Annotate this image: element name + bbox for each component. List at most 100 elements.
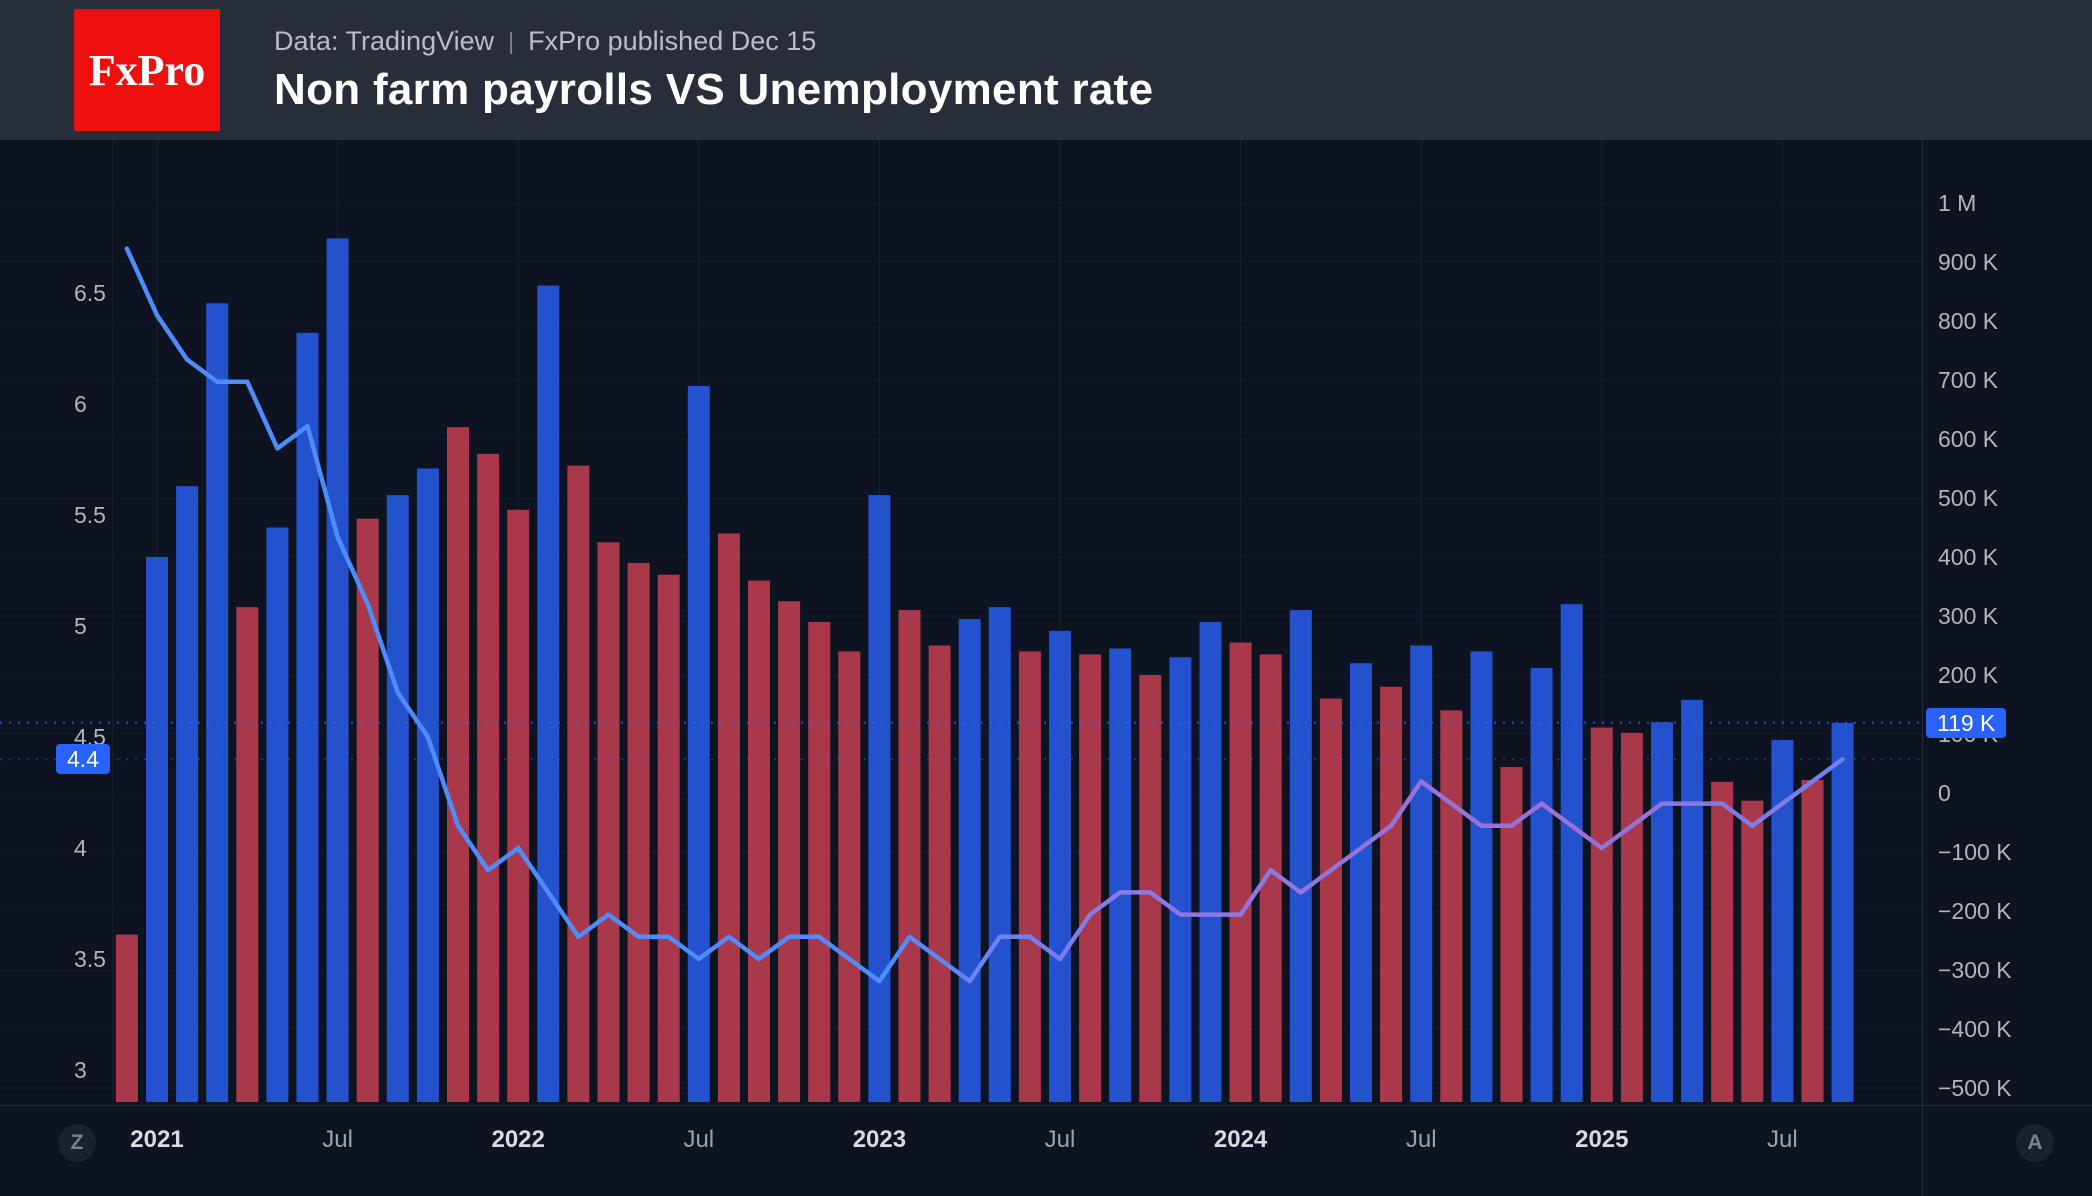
nfp-bar-2025-02 [1620,732,1643,1102]
nfp-bar-2020-12 [115,934,138,1102]
nfp-bar-2023-01 [868,495,891,1103]
nfp-bar-2022-10 [778,601,801,1103]
nfp-bar-2024-03 [1289,610,1312,1102]
nfp-bar-2021-09 [386,495,409,1103]
right-axis-tick-800: 800 K [1938,308,1999,334]
nfp-bar-2023-11 [1169,657,1192,1102]
nfp-last-value-badge: 119 K [1926,708,2007,738]
nfp-bar-2021-06 [296,332,319,1102]
nfp-bar-2025-01 [1590,727,1613,1102]
right-axis-tick--500: −500 K [1938,1075,2012,1101]
nfp-bar-2022-11 [808,621,831,1102]
nfp-bar-2025-06 [1741,800,1764,1102]
right-axis-tick--400: −400 K [1938,1016,2012,1042]
left-axis-tick-6.5: 6.5 [74,280,106,306]
nfp-bar-2021-10 [416,468,439,1102]
time-axis-tick-Jul-9: Jul [1767,1126,1798,1153]
nfp-bar-2025-05 [1711,781,1734,1102]
nfp-bar-2021-07 [326,238,349,1102]
auto-scale-button[interactable]: A [2016,1124,2054,1162]
nfp-bar-2022-01 [507,509,530,1102]
nfp-bar-2023-02 [898,610,921,1102]
nfp-bar-2022-09 [748,580,770,1102]
time-axis-tick-2025-8: 2025 [1575,1126,1629,1153]
left-axis-tick-4: 4 [74,835,87,861]
page-title: Non farm payrolls VS Unemployment rate [274,64,1154,114]
nfp-bar-2022-08 [717,533,740,1102]
time-axis-tick-2023-4: 2023 [852,1126,907,1153]
nfp-bar-2024-10 [1500,767,1523,1102]
right-axis-tick-700: 700 K [1938,367,1999,393]
nfp-bar-2025-09 [1831,722,1854,1102]
nfp-bar-2023-05 [988,607,1011,1102]
time-axis-tick-Jul-5: Jul [1044,1126,1076,1153]
time-axis-tick-Jul-1: Jul [322,1126,353,1153]
time-axis-tick-Jul-7: Jul [1405,1126,1437,1153]
nfp-bar-2023-06 [1018,651,1041,1102]
nfp-bar-2023-08 [1079,654,1102,1102]
right-axis-tick-300: 300 K [1938,603,1999,629]
fxpro-logo-text: FxPro [88,45,206,95]
nfp-bar-2023-03 [928,645,951,1102]
nfp-bar-2025-04 [1681,699,1704,1102]
divider-bar: | [508,27,515,54]
nfp-bar-2021-12 [477,453,500,1103]
header-titles: Data: TradingView | FxPro published Dec … [274,26,1153,115]
left-axis-tick-3.5: 3.5 [74,946,106,972]
nfp-bar-2023-07 [1049,630,1071,1103]
nfp-bar-2022-12 [838,651,861,1102]
nfp-bar-2022-07 [687,385,710,1102]
time-axis-tick-Jul-3: Jul [683,1126,715,1153]
nfp-bar-2024-11 [1530,667,1553,1102]
nfp-bar-2022-02 [537,285,560,1103]
nfp-bar-2023-04 [958,619,981,1102]
nfp-bar-2024-09 [1470,651,1493,1102]
unemployment-last-value-badge: 4.4 [56,744,110,774]
time-axis-tick-2022-2: 2022 [491,1126,545,1153]
nfp-bar-2021-03 [206,303,229,1102]
nfp-bar-2024-02 [1259,654,1282,1102]
nfp-bar-2023-09 [1109,648,1132,1102]
nfp-bar-2021-05 [266,527,289,1102]
time-axis-tick-2024-6: 2024 [1213,1126,1268,1153]
nfp-bar-2022-03 [567,465,590,1103]
right-axis-tick--300: −300 K [1938,957,2012,983]
right-axis-tick-600: 600 K [1938,426,1999,452]
right-axis-tick-1000: 1 M [1938,190,1977,216]
nfp-bar-2025-08 [1801,780,1824,1102]
unemployment-line [124,246,1845,984]
nfp-bar-2022-04 [597,542,620,1103]
nfp-bar-2023-12 [1199,621,1222,1102]
right-axis-tick-0: 0 [1938,780,1951,806]
nfp-bar-2024-01 [1229,642,1252,1102]
right-axis-tick-500: 500 K [1938,485,1999,511]
nfp-bar-2024-05 [1350,663,1372,1102]
nfp-bar-2022-06 [657,574,680,1102]
right-axis-tick-900: 900 K [1938,249,1999,275]
left-axis-tick-5.5: 5.5 [74,502,106,528]
nfp-bar-2022-05 [627,562,650,1102]
nfp-bar-2021-11 [447,427,469,1102]
nfp-bar-2025-03 [1651,722,1673,1102]
nfp-bar-2021-01 [146,557,168,1102]
source-text: Data: TradingView [274,25,495,56]
right-axis-tick--200: −200 K [1938,898,2012,924]
nfp-bar-2021-02 [176,486,199,1102]
left-axis-tick-6: 6 [74,391,87,417]
header: FxPro Data: TradingView | FxPro publishe… [0,0,2092,140]
nfp-bar-2024-07 [1410,645,1433,1102]
chart-pane[interactable] [0,140,2092,1196]
data-source-line: Data: TradingView | FxPro published Dec … [274,26,1153,57]
right-axis-tick-400: 400 K [1938,544,1999,570]
timezone-button[interactable]: Z [58,1124,96,1162]
nfp-bar-2021-04 [236,607,259,1102]
left-axis-tick-5: 5 [74,613,87,639]
right-axis-tick--100: −100 K [1938,839,2012,865]
nfp-bar-2024-04 [1319,698,1342,1102]
published-text: FxPro published Dec 15 [528,25,817,56]
nfp-bar-2025-07 [1771,739,1794,1102]
nfp-bar-2024-06 [1380,686,1403,1102]
nfp-bar-2024-12 [1560,604,1583,1102]
left-axis-tick-3: 3 [74,1057,87,1083]
